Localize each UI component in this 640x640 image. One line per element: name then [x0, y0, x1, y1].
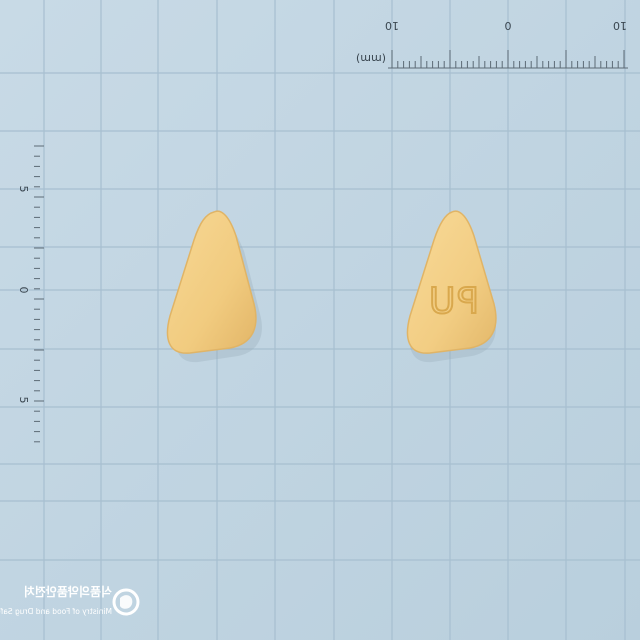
pill-imprint: PU [427, 281, 479, 322]
left-ruler-label-center: 0 [17, 287, 30, 294]
top-ruler-ticks [391, 50, 625, 68]
left-ruler-label-top: 5 [17, 186, 30, 193]
ministry-logo: 식품의약품안전처 Ministry of Food and Drug Safet… [0, 584, 140, 616]
top-ruler: 10 0 10 (mm) [356, 19, 628, 69]
pill-front-body [166, 210, 257, 354]
left-ruler-label-bottom: 5 [17, 397, 30, 404]
top-ruler-label-left: 10 [385, 19, 399, 32]
pill-back-body [406, 210, 497, 354]
top-ruler-unit: (mm) [356, 52, 386, 65]
ministry-emblem-icon [112, 588, 140, 616]
pill-back: PU [406, 210, 497, 363]
ministry-name-korean: 식품의약품안전처 [24, 584, 112, 599]
top-ruler-label-right: 10 [613, 19, 627, 32]
ministry-name-english: Ministry of Food and Drug Safety [0, 607, 112, 616]
pill-front [166, 210, 262, 363]
top-ruler-label-center: 0 [505, 19, 512, 32]
left-ruler-ticks [34, 145, 44, 443]
left-ruler: 5 0 5 [17, 145, 44, 443]
